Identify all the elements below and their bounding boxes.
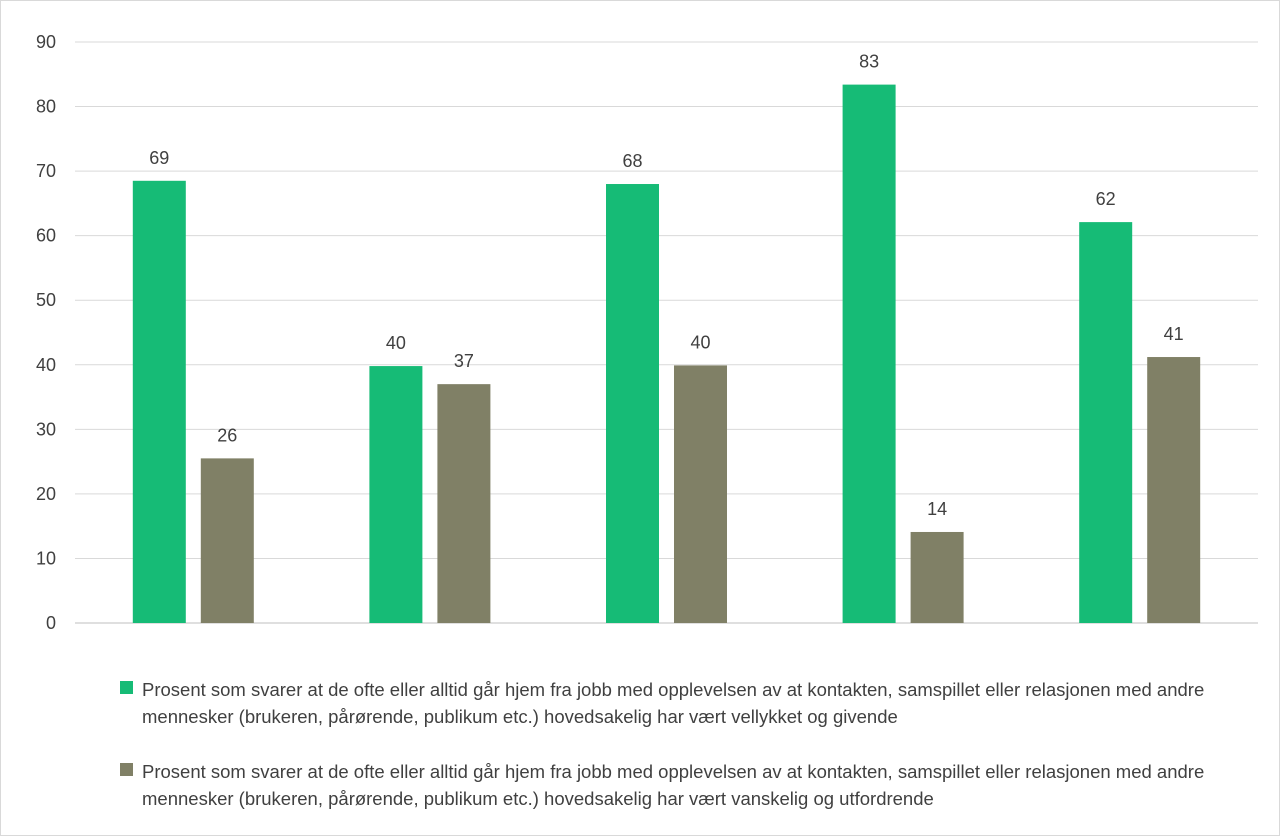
legend-label-1: Prosent som svarer at de ofte eller allt… (142, 761, 1205, 809)
y-tick-label: 0 (46, 613, 56, 633)
bar-series-b (437, 384, 491, 623)
y-tick-label: 30 (36, 419, 56, 439)
y-tick-label: 90 (36, 32, 56, 52)
y-tick-label: 80 (36, 97, 56, 117)
bar-series-a (606, 184, 659, 623)
legend-swatch-0 (120, 681, 133, 694)
data-label: 14 (927, 499, 947, 519)
bar-series-a (1079, 222, 1133, 624)
bar-series-a (132, 180, 186, 624)
y-tick-label: 50 (36, 290, 56, 310)
data-label: 40 (690, 332, 710, 352)
y-tick-label: 10 (36, 548, 56, 568)
data-label: 37 (454, 351, 474, 371)
bar-series-b (1147, 357, 1201, 623)
bar-series-a (369, 366, 423, 623)
data-label: 41 (1164, 324, 1184, 344)
data-label: 26 (217, 425, 237, 445)
bar-series-a (842, 84, 896, 623)
y-tick-label: 70 (36, 161, 56, 181)
bar-series-b (200, 458, 254, 623)
data-label: 68 (622, 151, 642, 171)
bar-chart: 01020304050607080906926Sykepleiere4037Po… (36, 32, 1258, 633)
y-tick-label: 20 (36, 484, 56, 504)
data-label: 83 (859, 52, 879, 72)
y-tick-label: 40 (36, 355, 56, 375)
data-label: 40 (386, 333, 406, 353)
bar-series-b (910, 531, 964, 623)
data-label: 69 (149, 148, 169, 168)
y-tick-label: 60 (36, 226, 56, 246)
legend-label-0: Prosent som svarer at de ofte eller allt… (142, 679, 1205, 727)
data-label: 62 (1096, 189, 1116, 209)
legend-swatch-1 (120, 763, 133, 776)
bar-series-b (674, 365, 727, 623)
